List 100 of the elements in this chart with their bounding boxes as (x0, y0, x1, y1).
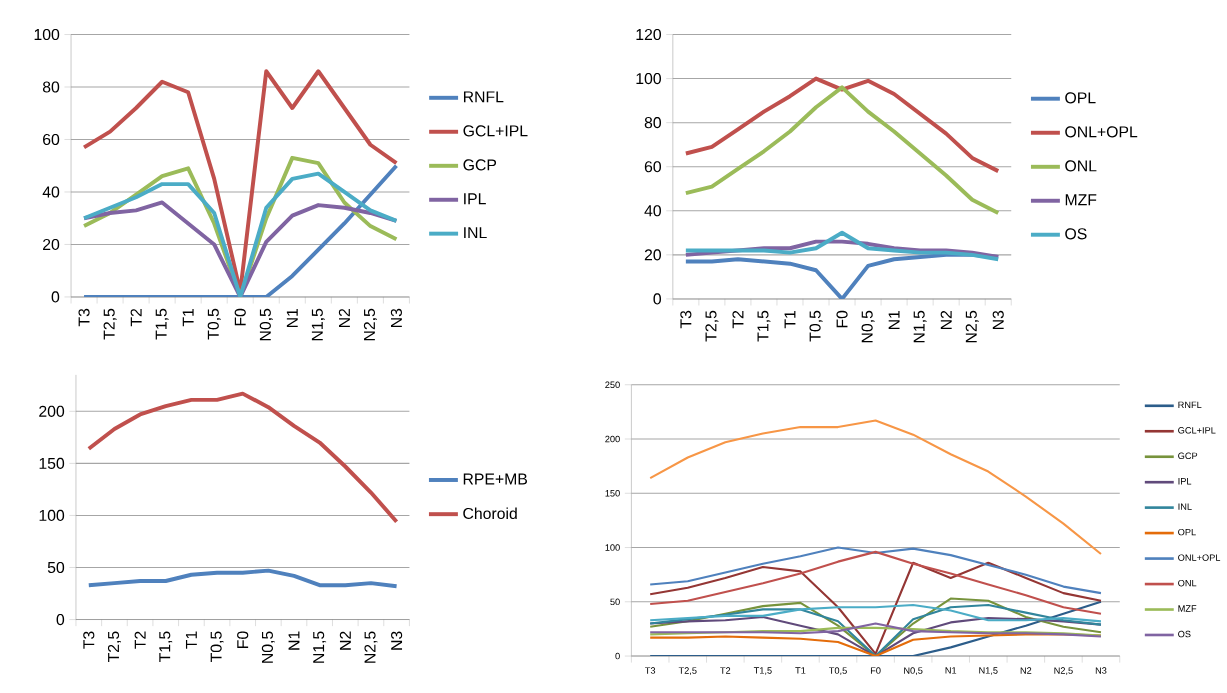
legend-label: ONL (1065, 160, 1097, 172)
y-tick-label: 250 (605, 381, 620, 389)
x-tick-label: N1 (286, 309, 298, 328)
y-tick-label: 100 (636, 73, 661, 85)
x-tick-label: N2 (940, 311, 952, 330)
y-tick-label: 80 (42, 81, 60, 93)
y-tick-label: 50 (610, 598, 620, 606)
legend-label: OS (1178, 631, 1191, 638)
legend-label: RNFL (1178, 401, 1202, 409)
line-series (649, 419, 1103, 556)
y-tick-label: 100 (39, 510, 65, 522)
x-tick-label: N2 (339, 631, 351, 650)
y-tick-label: 150 (39, 458, 65, 470)
y-tick-label: 40 (644, 205, 662, 217)
x-tick-label: N1,5 (979, 667, 998, 676)
y-tick-label: 0 (56, 614, 65, 626)
x-tick-label: T0,5 (207, 309, 221, 340)
line-series (86, 391, 399, 524)
y-tick-label: 150 (605, 490, 620, 497)
x-tick-label: N2,5 (364, 631, 378, 664)
x-tick-label: F0 (870, 667, 881, 675)
legend-label: RPE+MB (463, 473, 528, 485)
x-tick-label: N1 (888, 311, 900, 330)
x-tick-label: N3 (390, 309, 402, 328)
legend-label: INL (1178, 503, 1192, 511)
x-tick-label: N2,5 (965, 311, 979, 343)
legend-label: RNFL (463, 91, 504, 103)
legend-label: MZF (1065, 194, 1097, 206)
x-tick-label: F0 (836, 310, 848, 328)
y-tick-label: 20 (644, 249, 662, 261)
legend-label: GCP (463, 159, 497, 171)
x-tick-label: N3 (992, 311, 1004, 330)
y-tick-label: 40 (42, 186, 60, 198)
x-tick-label: F0 (237, 631, 249, 649)
x-tick-label: T1,5 (757, 311, 771, 342)
x-tick-label: T3 (680, 311, 692, 329)
legend-label: GCL+IPL (1178, 427, 1216, 434)
x-tick-label: N2,5 (363, 309, 377, 341)
x-tick-label: N1 (288, 631, 300, 650)
x-tick-label: T3 (83, 631, 95, 650)
x-tick-label: N2 (1020, 667, 1032, 674)
x-tick-label: T2 (732, 311, 744, 329)
y-tick-label: 50 (47, 562, 65, 574)
x-tick-label: T2,5 (678, 667, 697, 676)
line-series (649, 551, 1103, 615)
x-tick-label: N3 (1095, 667, 1107, 675)
line-series (649, 604, 1103, 623)
x-tick-label: N0,5 (904, 667, 923, 676)
x-tick-label: T2,5 (103, 309, 117, 340)
y-tick-label: 60 (43, 134, 60, 146)
x-tick-label: N0,5 (861, 311, 875, 343)
legend-label: ONL (1178, 580, 1197, 587)
x-tick-label: T0,5 (829, 667, 847, 676)
x-tick-label: T1,5 (155, 309, 169, 340)
y-tick-label: 100 (34, 29, 60, 41)
x-tick-label: N1,5 (311, 309, 325, 341)
y-tick-label: 100 (605, 544, 620, 552)
legend-label: ONL+OPL (1065, 126, 1138, 138)
y-tick-label: 200 (39, 405, 65, 418)
legend-label: INL (464, 227, 487, 239)
x-tick-label: T1 (185, 631, 197, 650)
x-tick-label: F0 (234, 309, 246, 326)
x-tick-label: N2,5 (1054, 667, 1073, 676)
y-tick-label: 120 (636, 29, 661, 41)
x-tick-label: T1 (795, 667, 806, 674)
x-tick-label: N0,5 (261, 631, 275, 664)
x-tick-label: T1,5 (753, 667, 772, 676)
y-tick-label: 80 (644, 117, 662, 129)
y-tick-label: 200 (605, 435, 620, 443)
y-tick-label: 20 (43, 239, 60, 251)
y-tick-label: 0 (51, 291, 60, 303)
x-tick-label: T1 (182, 309, 194, 327)
x-tick-label: T2 (134, 631, 146, 650)
x-tick-label: T2 (130, 309, 142, 327)
y-tick-label: 60 (644, 161, 662, 173)
line-series (649, 627, 1103, 637)
legend-label: GCP (1178, 452, 1198, 460)
legend-label: IPL (1178, 478, 1192, 485)
legend-label: OPL (1178, 529, 1196, 536)
x-tick-label: N1,5 (913, 311, 927, 343)
legend-label: OS (1065, 228, 1087, 240)
x-tick-label: T2,5 (107, 631, 121, 663)
x-tick-label: N1 (945, 667, 957, 674)
x-tick-label: T3 (645, 667, 656, 675)
line-series (649, 561, 1103, 656)
legend-label: ONL+OPL (1178, 554, 1221, 562)
x-tick-label: N0,5 (259, 309, 273, 341)
x-tick-label: T0,5 (809, 311, 823, 342)
x-tick-label: T3 (78, 309, 90, 327)
y-tick-label: 0 (653, 293, 662, 305)
x-tick-label: N3 (391, 631, 403, 650)
x-tick-label: T1 (784, 311, 796, 329)
legend-label: Choroid (463, 507, 517, 520)
line-series (86, 568, 399, 589)
x-tick-label: T0,5 (210, 631, 224, 663)
x-tick-label: T2 (720, 667, 731, 674)
x-tick-label: T1,5 (159, 631, 173, 663)
y-tick-label: 0 (615, 653, 620, 660)
legend-label: MZF (1178, 605, 1197, 612)
x-tick-label: T2,5 (705, 311, 719, 342)
